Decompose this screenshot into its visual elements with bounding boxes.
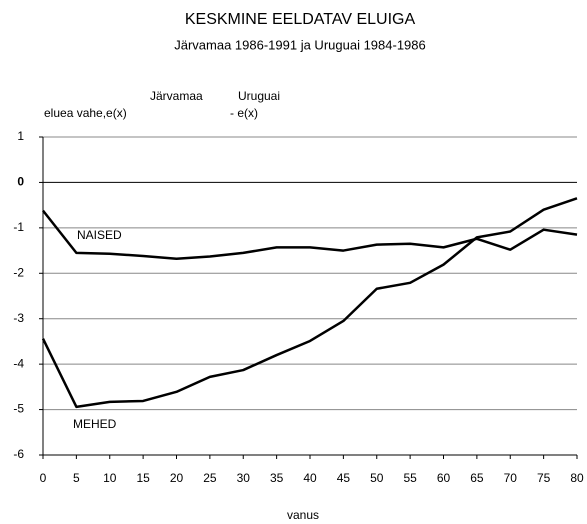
x-tick-label: 0 <box>40 471 47 485</box>
x-tick-label: 5 <box>73 471 80 485</box>
y-axis-label: eluea vahe,e(x) <box>44 106 127 120</box>
series-line <box>42 209 578 260</box>
y-tick-label: 0 <box>17 175 24 189</box>
x-tick-label: 75 <box>537 471 551 485</box>
y-tick-label: -6 <box>13 447 24 461</box>
annotation: MEHED <box>73 417 117 431</box>
x-tick-label: 70 <box>504 471 518 485</box>
x-tick-label: 25 <box>203 471 217 485</box>
x-axis-label: vanus <box>287 508 319 522</box>
y-axis-label: - e(x) <box>230 106 258 120</box>
x-tick-label: 10 <box>103 471 117 485</box>
x-tick-label: 80 <box>570 471 584 485</box>
x-tick-label: 60 <box>437 471 451 485</box>
chart-title: KESKMINE EELDATAV ELUIGA <box>185 11 416 28</box>
y-axis-label: Uruguai <box>238 89 280 103</box>
x-tick-label: 20 <box>170 471 184 485</box>
y-tick-label: 1 <box>17 129 24 143</box>
x-tick-label: 35 <box>270 471 284 485</box>
x-tick-label: 65 <box>470 471 484 485</box>
y-tick-label: -5 <box>13 402 24 416</box>
x-tick-label: 15 <box>136 471 150 485</box>
y-axis-label: Järvamaa <box>150 89 203 103</box>
y-tick-label: -2 <box>13 265 24 279</box>
x-tick-label: 40 <box>303 471 317 485</box>
series-line <box>41 197 578 409</box>
y-tick-label: -1 <box>13 220 24 234</box>
x-tick-label: 30 <box>237 471 251 485</box>
y-tick-label: -3 <box>13 311 24 325</box>
annotation: NAISED <box>77 228 122 242</box>
x-tick-label: 50 <box>370 471 384 485</box>
chart-subtitle: Järvamaa 1986-1991 ja Uruguai 1984-1986 <box>174 37 426 52</box>
y-tick-label: -4 <box>13 356 24 370</box>
x-tick-label: 45 <box>337 471 351 485</box>
x-tick-label: 55 <box>403 471 417 485</box>
